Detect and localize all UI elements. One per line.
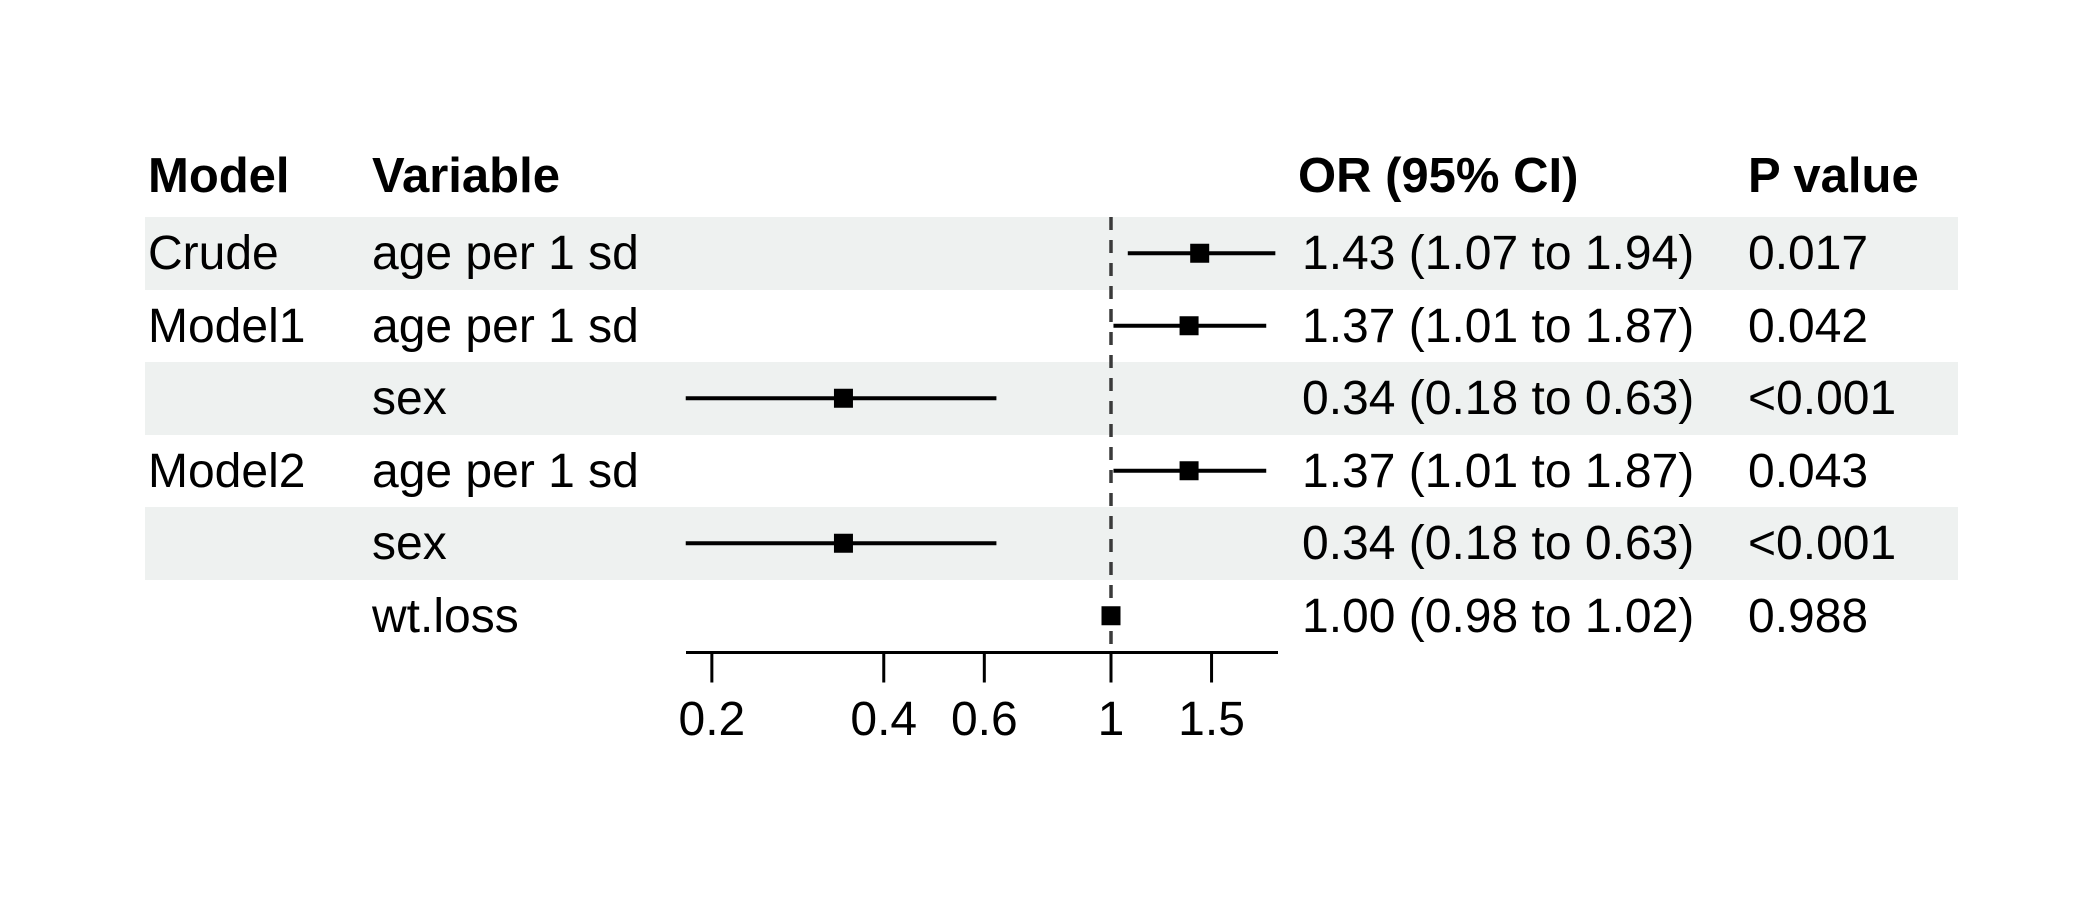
cell-variable: age per 1 sd — [372, 444, 639, 498]
cell-p-value: 0.043 — [1748, 444, 1869, 498]
cell-or-ci: 1.00 (0.98 to 1.02) — [1302, 589, 1695, 643]
column-header-variable: Variable — [372, 149, 560, 203]
cell-or-ci: 0.34 (0.18 to 0.63) — [1302, 372, 1695, 425]
cell-variable: sex — [372, 372, 447, 425]
cell-variable: age per 1 sd — [372, 227, 639, 280]
cell-p-value: 0.988 — [1748, 589, 1869, 643]
point-marker — [833, 533, 853, 553]
cell-variable: wt.loss — [372, 589, 519, 643]
point-marker — [1190, 243, 1210, 263]
cell-p-value: <0.001 — [1748, 517, 1897, 570]
cell-model: Model1 — [148, 299, 306, 353]
cell-or-ci: 1.37 (1.01 to 1.87) — [1302, 444, 1695, 498]
cell-variable: age per 1 sd — [372, 299, 639, 353]
tick-label: 1 — [1097, 693, 1125, 746]
cell-variable: sex — [372, 517, 447, 570]
column-header-or-ci: OR (95% CI) — [1298, 149, 1579, 203]
tick-label: 1.5 — [1178, 693, 1245, 746]
point-marker — [1179, 316, 1199, 336]
row-band-shaded — [145, 507, 1958, 580]
cell-p-value: 0.017 — [1748, 227, 1869, 280]
cell-or-ci: 0.34 (0.18 to 0.63) — [1302, 517, 1695, 570]
cell-model: Crude — [148, 227, 279, 280]
point-marker — [1101, 606, 1121, 626]
cell-p-value: 0.042 — [1748, 299, 1869, 353]
tick-label: 0.2 — [678, 693, 746, 746]
cell-p-value: <0.001 — [1748, 372, 1897, 425]
row-band-shaded — [145, 217, 1958, 290]
column-header-p-value: P value — [1748, 149, 1919, 203]
cell-model: Model2 — [148, 444, 306, 498]
cell-or-ci: 1.37 (1.01 to 1.87) — [1302, 299, 1695, 353]
cell-or-ci: 1.43 (1.07 to 1.94) — [1302, 227, 1695, 280]
row-band-shaded — [145, 362, 1958, 435]
tick-label: 0.4 — [850, 693, 918, 746]
column-header-model: Model — [148, 149, 290, 203]
point-marker — [1179, 461, 1199, 481]
point-marker — [833, 388, 853, 408]
tick-label: 0.6 — [950, 693, 1018, 746]
